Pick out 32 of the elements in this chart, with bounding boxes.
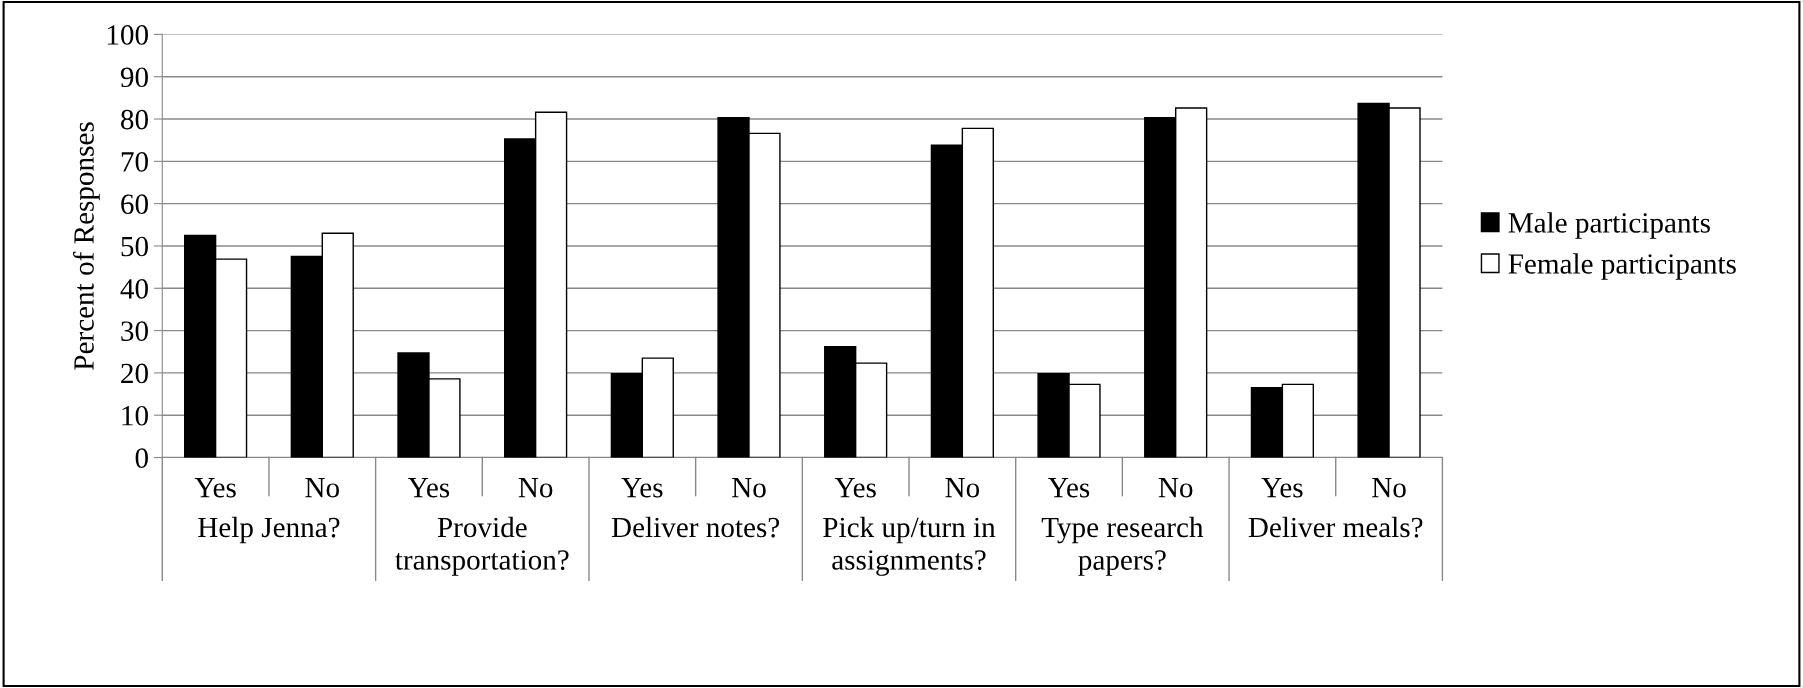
text: Provide transportation? [395, 516, 569, 576]
text: Type research papers? [1041, 516, 1204, 576]
y-tick-label: 50 [121, 236, 148, 257]
y-tick-label: 0 [135, 448, 148, 468]
y-tick-label: 90 [120, 67, 148, 88]
x-tick-label: Yes [834, 478, 876, 498]
y-tick-label: 30 [121, 321, 148, 341]
x-tick-label: No [1158, 478, 1193, 498]
x-tick-label: Yes [1048, 478, 1090, 498]
y-tick-label: 40 [120, 279, 148, 299]
legend-label: Female participants [1508, 253, 1736, 280]
y-tick-label: 10 [122, 405, 148, 426]
text: Deliver notes? [611, 516, 780, 538]
text: Help Jenna? [198, 516, 340, 544]
y-axis-title: Percent of Responses [73, 122, 100, 370]
x-tick-label: No [945, 478, 980, 498]
y-tick-label: 100 [107, 25, 148, 45]
x-tick-label: No [305, 478, 339, 498]
y-tick-label: 70 [121, 152, 148, 172]
y-tick-label: 60 [121, 194, 148, 215]
legend-label: Male participants [1508, 212, 1710, 239]
y-tick-label: 20 [121, 363, 148, 384]
text: Deliver meals? [1248, 516, 1423, 538]
x-tick-label: Yes [408, 478, 450, 498]
x-tick-label: No [1372, 478, 1406, 498]
x-tick-label: Yes [194, 478, 236, 498]
x-tick-label: No [732, 478, 766, 498]
y-tick-label: 80 [121, 109, 148, 130]
x-tick-label: No [518, 478, 553, 498]
text: Pick up/turn in assignments? [823, 516, 996, 576]
x-tick-label: Yes [1261, 478, 1303, 498]
x-tick-label: Yes [621, 478, 663, 498]
